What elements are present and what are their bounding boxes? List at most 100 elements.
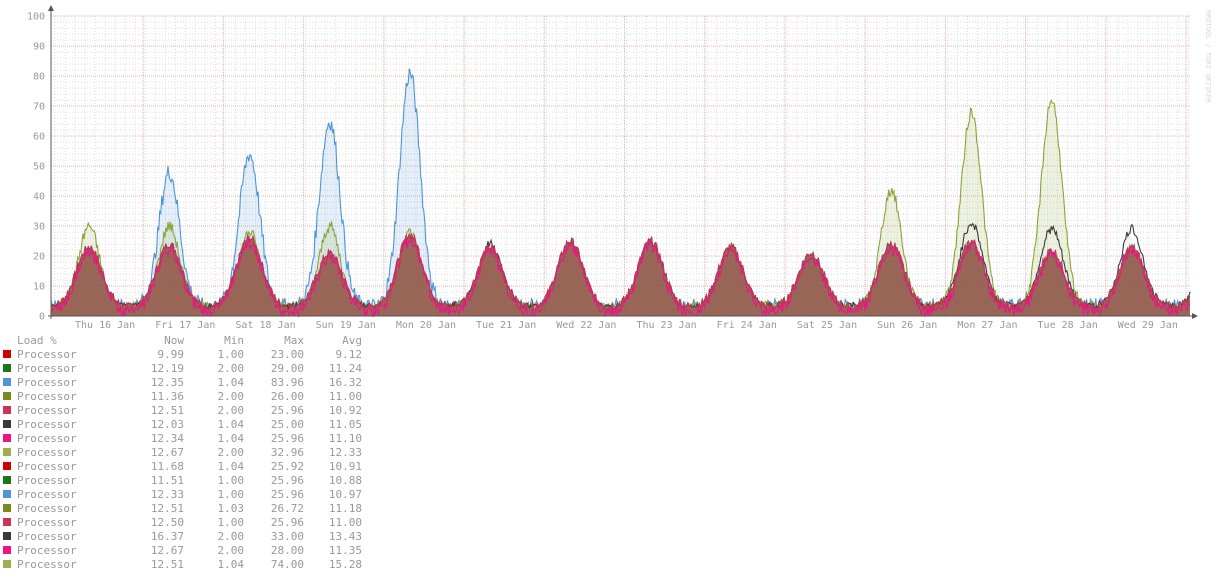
legend-series-name: Processor xyxy=(17,516,77,529)
legend-header: Load % Now Min Max Avg xyxy=(0,334,420,348)
legend-series-name: Processor xyxy=(17,376,77,389)
legend-min-value: 2.00 xyxy=(217,390,245,403)
legend-now-value: 12.33 xyxy=(150,488,184,501)
legend-min-value: 1.03 xyxy=(217,502,245,515)
legend-row: Processor 12.51 2.00 25.96 10.92 xyxy=(0,404,420,418)
legend-max-value: 25.92 xyxy=(270,460,304,473)
legend-row: Processor 16.37 2.00 33.00 13.43 xyxy=(0,530,420,544)
x-tick-label: Tue 28 Jan xyxy=(1038,320,1098,331)
series-area-blue xyxy=(51,68,1190,316)
legend-row: Processor 11.68 1.04 25.92 10.91 xyxy=(0,460,420,474)
legend-max-value: 25.96 xyxy=(270,488,304,501)
legend-avg-value: 11.35 xyxy=(328,544,362,557)
x-tick-label: Wed 29 Jan xyxy=(1118,320,1178,331)
x-axis-arrow xyxy=(1192,313,1198,319)
legend-max-value: 32.96 xyxy=(270,446,304,459)
legend-min-value: 2.00 xyxy=(217,544,245,557)
legend-series-name: Processor xyxy=(17,488,77,501)
legend-header-max: Max xyxy=(284,334,304,347)
legend-swatch xyxy=(3,392,11,400)
legend-min-value: 2.00 xyxy=(217,446,245,459)
legend-row: Processor 12.03 1.04 25.00 11.05 xyxy=(0,418,420,432)
legend-now-value: 9.99 xyxy=(157,348,185,361)
legend-now-value: 12.35 xyxy=(150,376,184,389)
legend-series-name: Processor xyxy=(17,348,77,361)
legend-avg-value: 11.00 xyxy=(328,516,362,529)
legend-avg-value: 11.18 xyxy=(328,502,362,515)
legend-header-avg: Avg xyxy=(342,334,362,347)
legend-avg-value: 10.92 xyxy=(328,404,362,417)
legend-series-name: Processor xyxy=(17,404,77,417)
series-line-pink xyxy=(50,234,1191,318)
legend-swatch xyxy=(3,350,11,358)
y-tick-label: 90 xyxy=(33,42,45,53)
legend-header-label: Load % xyxy=(17,334,57,347)
legend-avg-value: 10.88 xyxy=(328,474,362,487)
legend-swatch xyxy=(3,560,11,568)
legend-avg-value: 16.32 xyxy=(328,376,362,389)
legend-swatch xyxy=(3,420,11,428)
legend-now-value: 12.19 xyxy=(150,362,184,375)
legend-max-value: 26.00 xyxy=(270,390,304,403)
x-tick-label: Tue 21 Jan xyxy=(476,320,536,331)
legend-max-value: 25.96 xyxy=(270,516,304,529)
legend-min-value: 2.00 xyxy=(217,362,245,375)
legend-row: Processor 12.33 1.00 25.96 10.97 xyxy=(0,488,420,502)
x-tick-label: Sat 25 Jan xyxy=(797,320,857,331)
legend-swatch xyxy=(3,518,11,526)
legend-min-value: 1.04 xyxy=(217,418,245,431)
legend-row: Processor 12.67 2.00 28.00 11.35 xyxy=(0,544,420,558)
legend-swatch xyxy=(3,434,11,442)
legend-row: Processor 12.51 1.03 26.72 11.18 xyxy=(0,502,420,516)
y-tick-label: 40 xyxy=(33,192,45,203)
legend-max-value: 74.00 xyxy=(270,558,304,571)
legend-min-value: 1.00 xyxy=(217,474,245,487)
legend-min-value: 1.04 xyxy=(217,376,245,389)
series-area-green xyxy=(51,100,1190,317)
legend-row: Processor 11.51 1.00 25.96 10.88 xyxy=(0,474,420,488)
legend-now-value: 12.03 xyxy=(150,418,184,431)
legend-now-value: 11.36 xyxy=(150,390,184,403)
legend-row: Processor 9.99 1.00 23.00 9.12 xyxy=(0,348,420,362)
legend-swatch xyxy=(3,364,11,372)
x-tick-label: Fri 17 Jan xyxy=(155,320,215,331)
x-tick-label: Mon 27 Jan xyxy=(957,320,1017,331)
y-axis-arrow xyxy=(48,5,54,11)
legend-now-value: 12.51 xyxy=(150,558,184,571)
legend-row: Processor 11.36 2.00 26.00 11.00 xyxy=(0,390,420,404)
legend-row: Processor 12.19 2.00 29.00 11.24 xyxy=(0,362,420,376)
legend-series-name: Processor xyxy=(17,474,77,487)
x-tick-label: Sat 18 Jan xyxy=(235,320,295,331)
legend-series-name: Processor xyxy=(17,390,77,403)
chart-legend: Load % Now Min Max Avg Processor 9.99 1.00… xyxy=(0,334,420,572)
legend-series-name: Processor xyxy=(17,544,77,557)
x-tick-label: Wed 22 Jan xyxy=(556,320,616,331)
legend-max-value: 25.96 xyxy=(270,474,304,487)
legend-swatch xyxy=(3,476,11,484)
legend-now-value: 12.51 xyxy=(150,404,184,417)
legend-max-value: 23.00 xyxy=(270,348,304,361)
legend-rows: Processor 9.99 1.00 23.00 9.12 Processor 12.19… xyxy=(0,348,420,572)
rrdtool-watermark: RRDTOOL / TOBI OETIKER xyxy=(1204,10,1212,103)
legend-min-value: 1.04 xyxy=(217,558,245,571)
legend-avg-value: 11.00 xyxy=(328,390,362,403)
legend-min-value: 1.00 xyxy=(217,488,245,501)
legend-min-value: 2.00 xyxy=(217,530,245,543)
legend-swatch xyxy=(3,490,11,498)
legend-max-value: 25.96 xyxy=(270,404,304,417)
x-tick-label: Thu 23 Jan xyxy=(636,320,696,331)
legend-row: Processor 12.50 1.00 25.96 11.00 xyxy=(0,516,420,530)
legend-row: Processor 12.34 1.04 25.96 11.10 xyxy=(0,432,420,446)
legend-row: Processor 12.67 2.00 32.96 12.33 xyxy=(0,446,420,460)
legend-swatch xyxy=(3,406,11,414)
x-tick-label: Thu 16 Jan xyxy=(75,320,135,331)
legend-now-value: 12.67 xyxy=(150,544,184,557)
legend-swatch xyxy=(3,532,11,540)
legend-series-name: Processor xyxy=(17,362,77,375)
legend-series-name: Processor xyxy=(17,432,77,445)
legend-now-value: 12.50 xyxy=(150,516,184,529)
legend-min-value: 1.04 xyxy=(217,432,245,445)
y-tick-label: 50 xyxy=(33,162,45,173)
legend-max-value: 28.00 xyxy=(270,544,304,557)
legend-min-value: 1.04 xyxy=(217,460,245,473)
